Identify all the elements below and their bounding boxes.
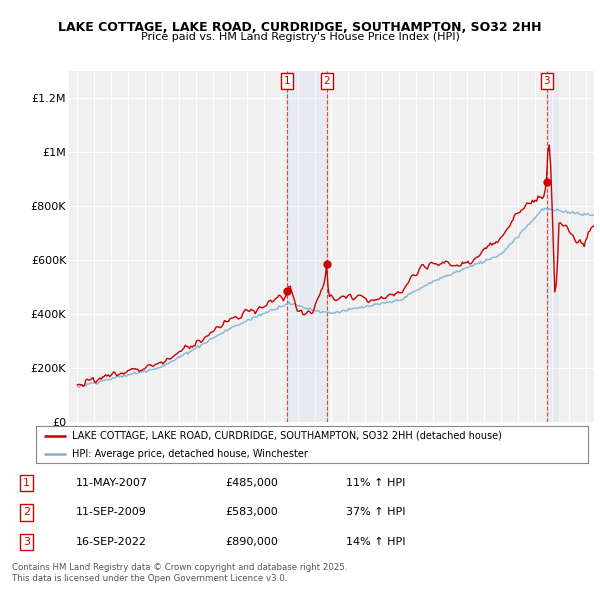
Text: Contains HM Land Registry data © Crown copyright and database right 2025.
This d: Contains HM Land Registry data © Crown c…: [12, 563, 347, 583]
Text: 37% ↑ HPI: 37% ↑ HPI: [346, 507, 406, 517]
Text: HPI: Average price, detached house, Winchester: HPI: Average price, detached house, Winc…: [72, 449, 308, 459]
Text: 1: 1: [284, 76, 290, 86]
Text: 2: 2: [323, 76, 330, 86]
Text: LAKE COTTAGE, LAKE ROAD, CURDRIDGE, SOUTHAMPTON, SO32 2HH (detached house): LAKE COTTAGE, LAKE ROAD, CURDRIDGE, SOUT…: [72, 431, 502, 441]
Bar: [287, 71, 326, 422]
Text: 14% ↑ HPI: 14% ↑ HPI: [346, 537, 406, 547]
Text: £583,000: £583,000: [225, 507, 278, 517]
Text: LAKE COTTAGE, LAKE ROAD, CURDRIDGE, SOUTHAMPTON, SO32 2HH: LAKE COTTAGE, LAKE ROAD, CURDRIDGE, SOUT…: [58, 21, 542, 34]
Text: 3: 3: [23, 537, 30, 547]
Text: £890,000: £890,000: [225, 537, 278, 547]
Text: 11% ↑ HPI: 11% ↑ HPI: [346, 478, 406, 487]
Text: 11-MAY-2007: 11-MAY-2007: [76, 478, 148, 487]
Text: Price paid vs. HM Land Registry's House Price Index (HPI): Price paid vs. HM Land Registry's House …: [140, 32, 460, 42]
Text: 2: 2: [23, 507, 30, 517]
Text: 3: 3: [544, 76, 550, 86]
Text: £485,000: £485,000: [225, 478, 278, 487]
Text: 16-SEP-2022: 16-SEP-2022: [76, 537, 146, 547]
Bar: [547, 71, 557, 422]
Text: 11-SEP-2009: 11-SEP-2009: [76, 507, 146, 517]
Text: 1: 1: [23, 478, 30, 487]
